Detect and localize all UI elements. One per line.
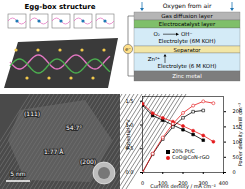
svg-text:400: 400 <box>219 180 229 186</box>
svg-text:OH⁻: OH⁻ <box>181 31 192 37</box>
svg-text:1.77 Å: 1.77 Å <box>44 148 64 155</box>
svg-text:Potential / V: Potential / V <box>125 119 131 150</box>
svg-text:0.0: 0.0 <box>126 169 134 175</box>
html-text:20% Pt/C: 20% Pt/C <box>172 148 195 154</box>
svg-text:Electrolyte (6M KOH): Electrolyte (6M KOH) <box>158 38 215 45</box>
svg-text:0: 0 <box>141 180 144 186</box>
svg-text:Oxygen from air: Oxygen from air <box>163 2 212 10</box>
svg-text:Current density / mA cm⁻²: Current density / mA cm⁻² <box>150 183 216 189</box>
svg-text:e⁻: e⁻ <box>125 46 131 52</box>
svg-text:Gas diffusion layer: Gas diffusion layer <box>161 13 213 20</box>
svg-text:1.5: 1.5 <box>126 98 134 104</box>
svg-text:Zinc metal: Zinc metal <box>172 73 202 79</box>
svg-text:Electrocatalyst layer: Electrocatalyst layer <box>159 21 216 28</box>
svg-text:5 nm: 5 nm <box>10 170 26 177</box>
svg-text:54.7°: 54.7° <box>66 124 82 131</box>
svg-text:O₂: O₂ <box>153 31 160 37</box>
svg-text:Electrolyte (6 M KOH): Electrolyte (6 M KOH) <box>158 63 217 70</box>
svg-text:0: 0 <box>233 169 236 175</box>
html-text:CoO@CoN-rGO: CoO@CoN-rGO <box>172 154 210 160</box>
svg-text:(111): (111) <box>24 110 40 117</box>
svg-text:Zn²⁺: Zn²⁺ <box>148 56 160 62</box>
svg-text:Egg-box structure: Egg-box structure <box>24 3 95 11</box>
svg-text:Power density / mW cm⁻²: Power density / mW cm⁻² <box>237 103 244 167</box>
svg-text:Separator: Separator <box>173 47 201 54</box>
svg-text:(200): (200) <box>80 158 96 165</box>
